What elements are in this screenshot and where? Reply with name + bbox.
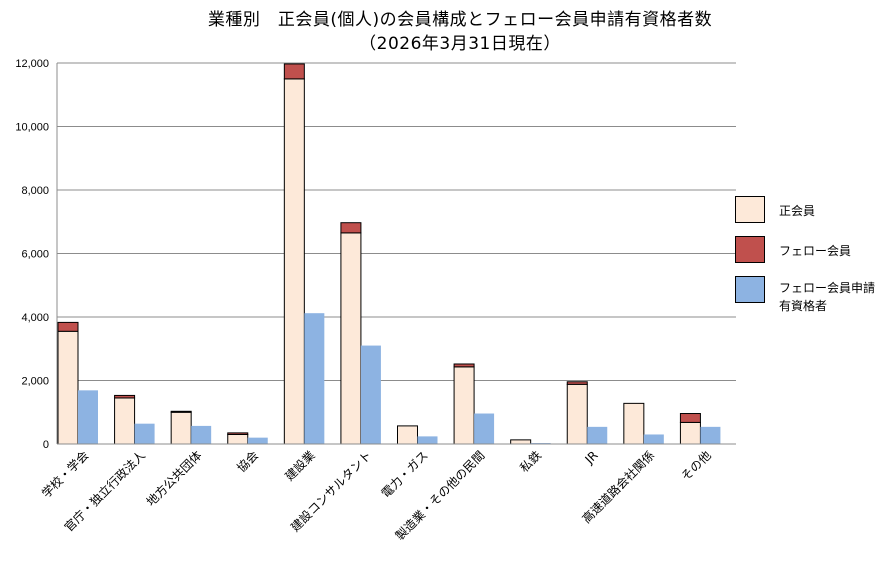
chart-subtitle: （2026年3月31日現在）: [359, 34, 561, 54]
bar-regular: [283, 78, 305, 445]
chart-title: 業種別 正会員(個人)の会員構成とフェロー会員申請有資格者数: [207, 10, 713, 30]
y-tick-label: 8,000: [21, 185, 49, 197]
x-tick-label: 私鉄: [516, 448, 544, 476]
y-tick-label: 0: [43, 439, 49, 451]
x-tick-label: 協会: [234, 448, 262, 476]
bar-fellow: [227, 432, 249, 435]
x-tick-label: 電力・ガス: [379, 448, 431, 500]
legend-label-fellow: フェロー会員: [779, 244, 852, 258]
bar-regular: [170, 411, 192, 445]
bar-fellow: [453, 363, 475, 368]
legend-swatch-fellow: [735, 236, 765, 263]
bar-eligible: [587, 426, 608, 444]
y-tick-label: 12,000: [15, 58, 49, 70]
bar-fellow: [170, 410, 192, 413]
x-tick-label: 建設業: [282, 448, 318, 484]
legend-label-eligible-line1: フェロー会員申請: [779, 281, 876, 295]
bar-regular: [453, 366, 475, 445]
y-tick-label: 2,000: [21, 376, 49, 388]
bar-fellow: [57, 321, 79, 332]
legend-swatch-regular: [735, 196, 765, 223]
bar-eligible: [304, 313, 325, 444]
legend-label-eligible: フェロー会員申請 有資格者: [779, 279, 875, 315]
bar-regular: [510, 439, 532, 445]
bar-regular: [57, 330, 79, 445]
legend-item-fellow: フェロー会員: [735, 236, 885, 276]
bar-eligible: [134, 423, 155, 444]
chart-title-block: 業種別 正会員(個人)の会員構成とフェロー会員申請有資格者数 （2026年3月3…: [150, 8, 770, 56]
bar-regular: [340, 232, 362, 445]
bar-fellow: [340, 222, 362, 234]
bar-fellow: [679, 413, 701, 423]
x-tick-label: 学校・学会: [38, 448, 91, 501]
x-tick-label: 地方公共団体: [143, 448, 205, 510]
bar-regular: [227, 433, 249, 445]
y-tick-label: 4,000: [21, 312, 49, 324]
legend-swatch-eligible: [735, 276, 765, 303]
bar-regular: [566, 383, 588, 445]
bar-eligible: [360, 345, 381, 444]
bar-regular: [114, 397, 136, 445]
legend-item-regular: 正会員: [735, 196, 885, 236]
legend-item-eligible: フェロー会員申請 有資格者: [735, 276, 885, 316]
legend-label-regular: 正会員: [779, 204, 816, 218]
bar-eligible: [417, 436, 438, 444]
x-tick-label: JR: [582, 448, 601, 467]
y-tick-label: 6,000: [21, 249, 49, 261]
bar-regular: [623, 402, 645, 445]
legend: 正会員 フェロー会員 フェロー会員申請 有資格者: [735, 196, 885, 316]
bar-eligible: [643, 434, 664, 444]
bar-eligible: [191, 425, 212, 444]
y-tick-label: 10,000: [15, 122, 49, 134]
bar-eligible: [247, 437, 268, 444]
legend-label-eligible-line2: 有資格者: [779, 299, 828, 313]
bar-eligible: [474, 413, 495, 444]
bar-eligible: [78, 390, 98, 444]
bar-fellow: [566, 381, 588, 385]
bar-fellow: [114, 394, 136, 399]
bar-eligible: [700, 426, 721, 444]
bar-regular: [397, 425, 418, 445]
x-tick-label: その他: [678, 448, 713, 483]
bar-fellow: [283, 63, 305, 80]
bar-regular: [679, 421, 701, 445]
